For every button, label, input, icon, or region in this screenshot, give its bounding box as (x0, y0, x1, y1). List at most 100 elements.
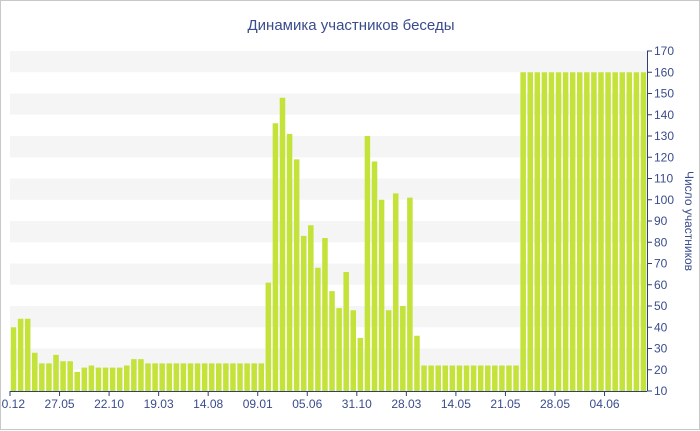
bar (145, 363, 151, 392)
bar (102, 367, 109, 392)
bar (414, 335, 420, 391)
y-tick-label: 150 (654, 87, 674, 101)
grid-band (10, 263, 647, 285)
bar (371, 161, 378, 391)
bar (223, 363, 229, 392)
bar (598, 72, 604, 391)
bar (329, 291, 335, 392)
bar (60, 361, 66, 391)
grid-band (10, 306, 647, 328)
bar (463, 365, 470, 391)
bar (138, 359, 144, 392)
bar (286, 133, 293, 392)
bar (124, 365, 130, 391)
bar (131, 359, 137, 392)
bar (322, 238, 328, 391)
grid-band (10, 93, 647, 115)
bar (166, 363, 173, 392)
bar (534, 72, 541, 391)
bar (378, 199, 385, 391)
bar (456, 365, 463, 391)
x-tick-label: 09.01 (243, 397, 273, 411)
bar (258, 363, 265, 392)
x-tick-label: 31.10 (342, 397, 372, 411)
bar (569, 72, 576, 391)
bar (506, 365, 512, 391)
bar (435, 365, 441, 391)
bar (208, 363, 215, 392)
bar (230, 363, 236, 392)
bar (293, 159, 300, 392)
bar (442, 365, 449, 391)
bar (357, 337, 364, 392)
y-tick-label: 140 (654, 108, 674, 122)
bar (88, 365, 95, 391)
bar (336, 308, 342, 392)
y-tick-label: 80 (654, 235, 668, 249)
bar (194, 363, 201, 392)
bar (251, 363, 257, 392)
bar (407, 197, 413, 392)
bar (343, 272, 349, 391)
bar (470, 365, 477, 391)
bar (640, 72, 647, 391)
bar (244, 363, 250, 392)
bar (548, 72, 555, 391)
y-tick-label: 30 (654, 342, 668, 356)
bar (520, 72, 526, 391)
bar (279, 97, 286, 391)
bar (180, 363, 187, 392)
bar (513, 365, 519, 391)
x-tick-label: 05.06 (292, 397, 322, 411)
bar (562, 72, 569, 391)
bar (633, 72, 640, 391)
x-tick-label: 28.03 (391, 397, 421, 411)
bar (173, 363, 180, 392)
bar (24, 318, 31, 391)
x-tick-label: 22.10 (94, 397, 124, 411)
y-tick-label: 60 (654, 278, 668, 292)
bar (95, 367, 102, 392)
bar (53, 354, 59, 392)
bar (449, 365, 456, 391)
y-tick-label: 100 (654, 193, 674, 207)
y-tick-label: 20 (654, 363, 668, 377)
grid-band (10, 221, 647, 243)
bar (67, 361, 73, 391)
bar (392, 193, 399, 391)
bar (300, 235, 307, 392)
y-tick-label: 120 (654, 150, 674, 164)
bar (421, 365, 427, 391)
bar (46, 363, 52, 392)
grid-bands (10, 51, 647, 370)
x-tick-label: 04.06 (590, 397, 620, 411)
y-tick-label: 40 (654, 320, 668, 334)
bar (10, 327, 17, 391)
x-tick-label: 14.08 (193, 397, 223, 411)
bar (216, 363, 222, 392)
bar (477, 365, 484, 391)
y-tick-label: 170 (654, 44, 674, 58)
y-tick-label: 90 (654, 214, 668, 228)
bar (116, 367, 123, 392)
bar (32, 352, 38, 391)
bar (484, 365, 491, 391)
bar (308, 225, 314, 391)
bar (605, 72, 611, 391)
y-tick-label: 110 (654, 172, 673, 186)
bar (527, 72, 533, 391)
x-ticks: 30.12 27.05 22.10 19.03 14.08 09.01 05.06 31.10… (1, 391, 620, 411)
grid-band (10, 51, 647, 73)
bar (428, 365, 434, 391)
bar (626, 72, 633, 391)
bar (74, 371, 80, 392)
x-tick-label: 19.03 (144, 397, 174, 411)
bar (612, 72, 618, 391)
bar (109, 367, 116, 392)
x-tick-label: 21.05 (490, 397, 520, 411)
y-tick-label: 130 (654, 129, 674, 143)
bar (385, 310, 392, 391)
bar (619, 72, 625, 391)
